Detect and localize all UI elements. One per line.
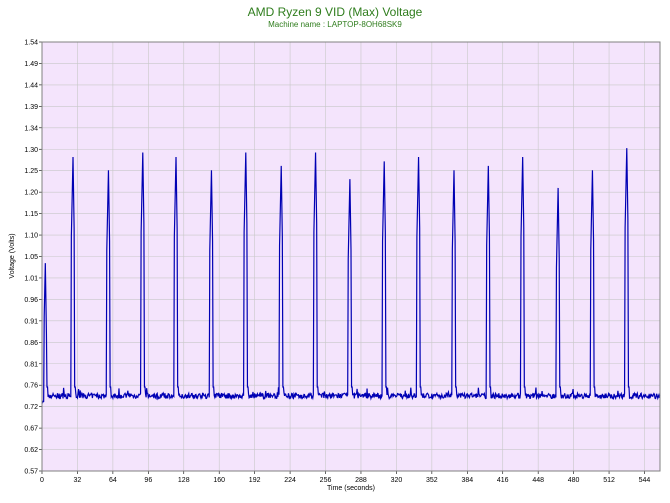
x-tick-label: 128 [178,477,190,484]
y-tick-label: 1.25 [24,168,38,175]
y-tick-label: 0.96 [24,297,38,304]
y-tick-label: 0.86 [24,340,38,347]
x-tick-label: 192 [249,477,261,484]
y-axis-label: Voltage (Volts) [9,233,16,278]
x-tick-label: 288 [355,477,367,484]
plot-border [41,41,661,472]
x-tick-label: 512 [603,477,615,484]
y-tick-label: 1.39 [24,104,38,111]
x-tick-label: 544 [639,477,651,484]
y-tick-label: 1.44 [24,82,38,89]
x-tick-label: 384 [461,477,473,484]
y-tick-label: 0.76 [24,383,38,390]
x-tick-label: 224 [284,477,296,484]
x-tick-label: 256 [320,477,332,484]
y-tick-label: 1.30 [24,147,38,154]
y-tick-label: 0.67 [24,426,38,433]
y-axis-ticks: 0.57 0.62 0.67 0.72 0.76 0.81 0.86 0.91 0.96 1.01… [24,40,42,476]
y-tick-label: 0.62 [24,447,38,454]
x-tick-label: 32 [74,477,82,484]
x-axis-ticks: 0 32 64 96 128 160 192 224 256 288 320 352 384 416 448… [40,471,650,484]
x-tick-label: 480 [568,477,580,484]
vid-voltage-series-line [41,148,661,404]
x-tick-label: 64 [109,477,117,484]
x-tick-label: 0 [40,477,44,484]
y-tick-label: 1.20 [24,190,38,197]
x-tick-label: 448 [532,477,544,484]
x-tick-label: 352 [426,477,438,484]
y-tick-label: 1.49 [24,61,38,68]
x-tick-label: 96 [144,477,152,484]
y-tick-label: 0.81 [24,361,38,368]
x-tick-label: 416 [497,477,509,484]
x-tick-label: 320 [391,477,403,484]
y-tick-label: 0.57 [24,469,38,476]
y-tick-label: 1.10 [24,233,38,240]
x-tick-label: 160 [213,477,225,484]
chart-subtitle: Machine name : LAPTOP-8OH68SK9 [268,20,402,29]
y-tick-label: 1.01 [24,275,38,282]
x-axis-label: Time (seconds) [327,485,375,492]
chart-title: AMD Ryzen 9 VID (Max) Voltage [248,5,423,19]
y-tick-label: 1.15 [24,211,38,218]
y-tick-label: 1.34 [24,125,38,132]
y-tick-label: 1.05 [24,254,38,261]
y-tick-label: 0.91 [24,318,38,325]
y-tick-label: 1.54 [24,40,38,47]
y-tick-label: 0.72 [24,404,38,411]
